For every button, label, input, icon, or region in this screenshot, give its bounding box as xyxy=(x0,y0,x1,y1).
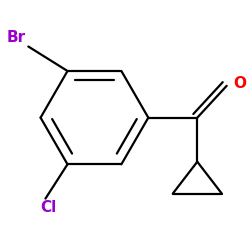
Text: O: O xyxy=(233,76,246,91)
Text: Br: Br xyxy=(7,30,26,45)
Text: Cl: Cl xyxy=(40,200,56,215)
